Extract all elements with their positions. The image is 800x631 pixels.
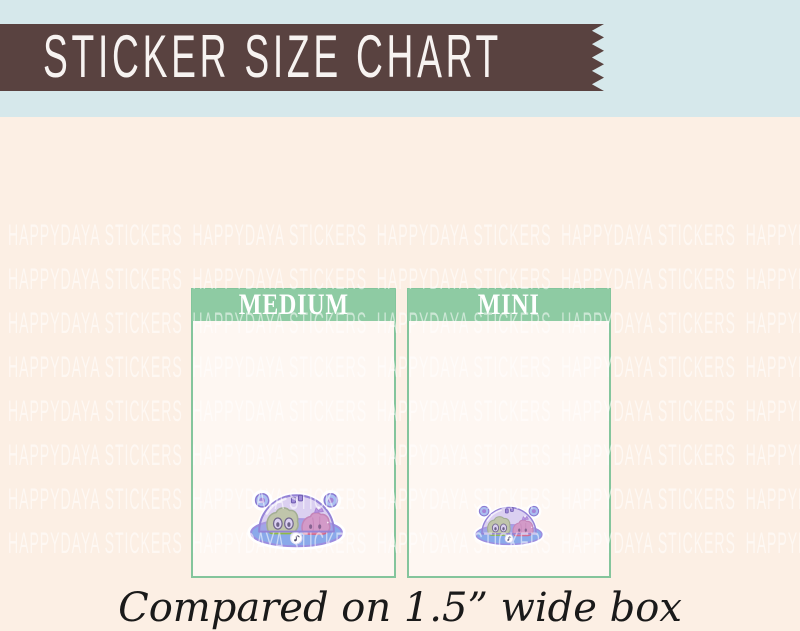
bears-under-dome-sticker-medium-icon <box>243 482 350 550</box>
chart-area: MEDIUM MINI Compared on 1.5” wide box <box>0 117 800 631</box>
size-box-medium-header: MEDIUM <box>192 289 395 321</box>
size-box-mini-label: MINI <box>478 288 540 321</box>
bears-under-dome-sticker-mini-icon <box>470 498 548 547</box>
title-banner: STICKER SIZE CHART <box>0 24 604 91</box>
size-box-mini-header: MINI <box>408 289 610 321</box>
caption-text: Compared on 1.5” wide box <box>118 585 682 631</box>
page-title: STICKER SIZE CHART <box>43 22 503 90</box>
size-box-medium-label: MEDIUM <box>238 288 349 321</box>
size-box-medium: MEDIUM <box>191 288 396 578</box>
size-box-mini: MINI <box>407 288 611 578</box>
